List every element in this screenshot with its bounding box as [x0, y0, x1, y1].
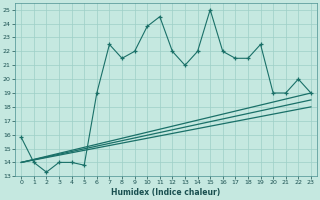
- X-axis label: Humidex (Indice chaleur): Humidex (Indice chaleur): [111, 188, 221, 197]
